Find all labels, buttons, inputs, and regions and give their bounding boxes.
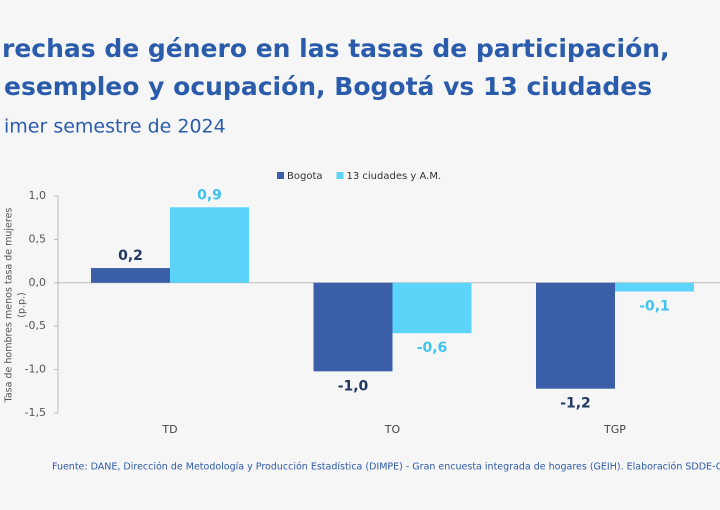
y-tick-label: 0,0: [29, 276, 47, 289]
y-tick-label: -1,5: [25, 406, 46, 419]
bar: [313, 282, 393, 372]
chart-title: rechas de género en las tasas de partici…: [2, 34, 670, 63]
x-tick-label: TD: [161, 423, 177, 436]
bar: [392, 282, 472, 334]
chart-subtitle: imer semestre de 2024: [4, 116, 226, 138]
y-tick-label: 1,0: [29, 189, 47, 202]
y-tick-label: -0,5: [25, 319, 46, 332]
x-tick-label: TGP: [603, 423, 626, 436]
legend-swatch: [336, 172, 344, 179]
bar: [536, 282, 615, 389]
y-tick-label: -1,0: [25, 363, 46, 376]
chart-title: esempleo y ocupación, Bogotá vs 13 ciuda…: [4, 72, 652, 101]
y-tick-label: 0,5: [29, 232, 47, 245]
value-label: -0,1: [639, 298, 670, 314]
y-axis-label: (p.p.): [17, 292, 28, 318]
y-axis-label: Tasa de hombres menos tasa de mujeres: [4, 208, 15, 404]
legend-label: Bogota: [287, 171, 323, 182]
value-label: 0,9: [197, 187, 222, 203]
value-label: 0,2: [118, 248, 143, 264]
legend-swatch: [277, 172, 284, 179]
value-label: -1,0: [338, 378, 369, 394]
source-note: Fuente: DANE, Dirección de Metodología y…: [52, 462, 720, 473]
bar: [170, 207, 249, 283]
legend-label: 13 ciudades y A.M.: [347, 171, 442, 182]
value-label: -1,2: [560, 396, 591, 412]
bar: [615, 282, 694, 292]
x-tick-label: TO: [384, 423, 401, 436]
value-label: -0,6: [417, 340, 448, 356]
bar: [91, 268, 170, 283]
